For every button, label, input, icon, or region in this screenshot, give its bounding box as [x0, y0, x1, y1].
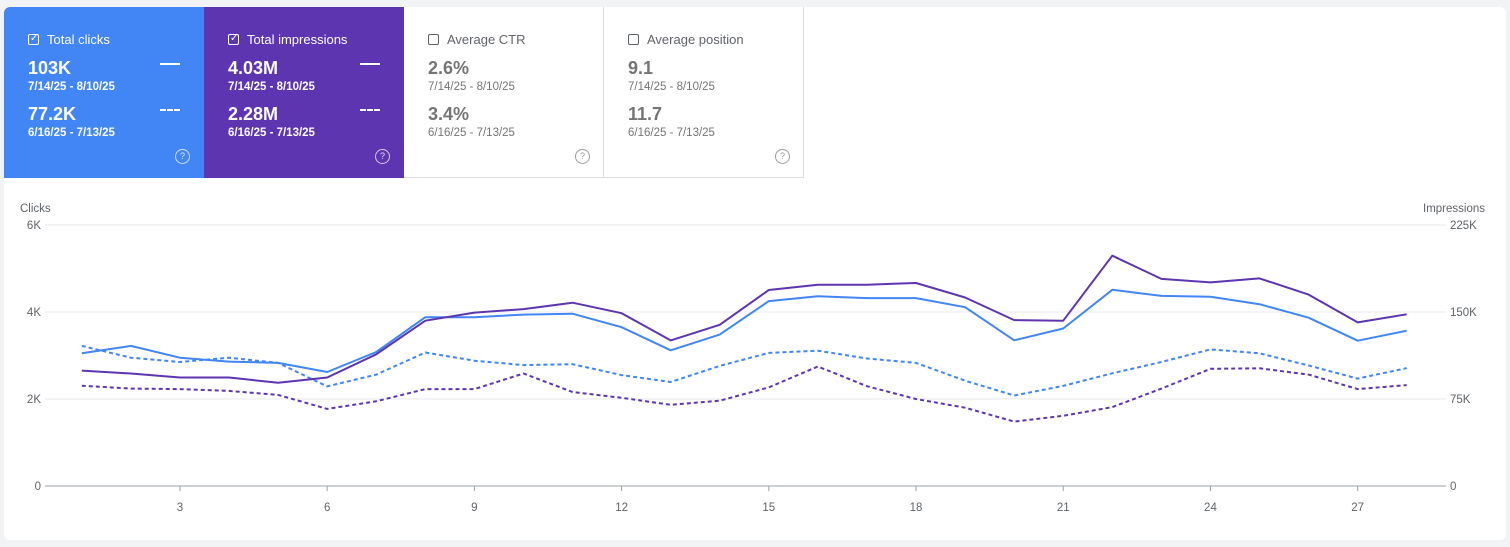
- x-tick-label: 24: [1204, 502, 1217, 514]
- y-right-tick-label: 225K: [1450, 220, 1477, 232]
- total-impressions-card[interactable]: ✓ Total impressions 4.03M 7/14/25 - 8/10…: [204, 7, 404, 178]
- previous-value: 3.4%: [428, 104, 470, 124]
- help-icon[interactable]: ?: [175, 149, 190, 164]
- series-line-right-dashed: [81, 365, 1407, 423]
- help-icon[interactable]: ?: [375, 149, 390, 164]
- solid-line-legend-icon: [160, 63, 180, 65]
- y-left-axis-title: Clicks: [20, 203, 51, 215]
- current-value: 9.1: [628, 58, 654, 78]
- previous-range: 6/16/25 - 7/13/25: [428, 127, 515, 139]
- x-tick-label: 6: [324, 502, 330, 514]
- performance-panel: ✓ Total clicks 103K 7/14/25 - 8/10/25 77…: [4, 7, 1506, 540]
- x-tick-label: 12: [615, 502, 628, 514]
- y-left-tick-label: 4K: [27, 307, 41, 319]
- dashed-line-legend-icon: [360, 109, 380, 111]
- card-title: Total impressions: [247, 32, 348, 47]
- current-range: 7/14/25 - 8/10/25: [228, 81, 315, 93]
- check-icon: ✓: [30, 33, 39, 44]
- average-ctr-card[interactable]: Average CTR 2.6% 7/14/25 - 8/10/25 3.4% …: [404, 7, 604, 178]
- help-icon[interactable]: ?: [575, 149, 590, 164]
- current-range: 7/14/25 - 8/10/25: [628, 81, 715, 93]
- previous-range: 6/16/25 - 7/13/25: [628, 127, 715, 139]
- y-left-tick-label: 2K: [27, 394, 41, 406]
- average-position-card[interactable]: Average position 9.1 7/14/25 - 8/10/25 1…: [604, 7, 804, 178]
- average-ctr-checkbox[interactable]: [428, 34, 439, 45]
- x-tick-label: 21: [1057, 502, 1070, 514]
- current-range: 7/14/25 - 8/10/25: [428, 81, 515, 93]
- total-clicks-card[interactable]: ✓ Total clicks 103K 7/14/25 - 8/10/25 77…: [4, 7, 204, 178]
- current-value: 2.6%: [428, 58, 470, 78]
- total-impressions-checkbox[interactable]: ✓: [228, 33, 239, 45]
- total-clicks-checkbox[interactable]: ✓: [28, 33, 39, 45]
- y-right-axis-title: Impressions: [1423, 203, 1485, 215]
- current-value: 4.03M: [228, 58, 279, 78]
- x-tick-label: 27: [1351, 502, 1364, 514]
- previous-range: 6/16/25 - 7/13/25: [228, 127, 315, 139]
- dashed-line-legend-icon: [160, 109, 180, 111]
- help-icon[interactable]: ?: [775, 149, 790, 164]
- y-right-tick-label: 150K: [1450, 307, 1477, 319]
- performance-chart: 0 2K 4K 6K 0 75K 150K 225K Clicks Impressions 3 6 9 1…: [20, 203, 1485, 514]
- previous-range: 6/16/25 - 7/13/25: [28, 127, 115, 139]
- x-tick-label: 9: [471, 502, 477, 514]
- x-tick-label: 3: [177, 502, 183, 514]
- previous-value: 2.28M: [228, 104, 279, 124]
- card-title: Average CTR: [447, 32, 526, 47]
- previous-value: 11.7: [628, 104, 663, 124]
- y-left-tick-label: 0: [35, 481, 41, 493]
- series-line-right-solid: [81, 254, 1407, 384]
- current-range: 7/14/25 - 8/10/25: [28, 81, 115, 93]
- solid-line-legend-icon: [360, 63, 380, 65]
- y-right-tick-label: 75K: [1450, 394, 1471, 406]
- previous-value: 77.2K: [28, 104, 77, 124]
- series-line-left-solid: [81, 288, 1407, 373]
- x-tick-label: 18: [910, 502, 923, 514]
- y-left-tick-label: 6K: [27, 220, 41, 232]
- check-icon: ✓: [230, 33, 239, 44]
- average-position-checkbox[interactable]: [628, 34, 639, 45]
- card-title: Average position: [647, 32, 744, 47]
- metric-cards: ✓ Total clicks 103K 7/14/25 - 8/10/25 77…: [4, 7, 804, 178]
- current-value: 103K: [28, 58, 72, 78]
- x-tick-label: 15: [762, 502, 775, 514]
- card-title: Total clicks: [47, 32, 110, 47]
- series-line-left-dashed: [81, 344, 1407, 397]
- y-right-tick-label: 0: [1450, 481, 1456, 493]
